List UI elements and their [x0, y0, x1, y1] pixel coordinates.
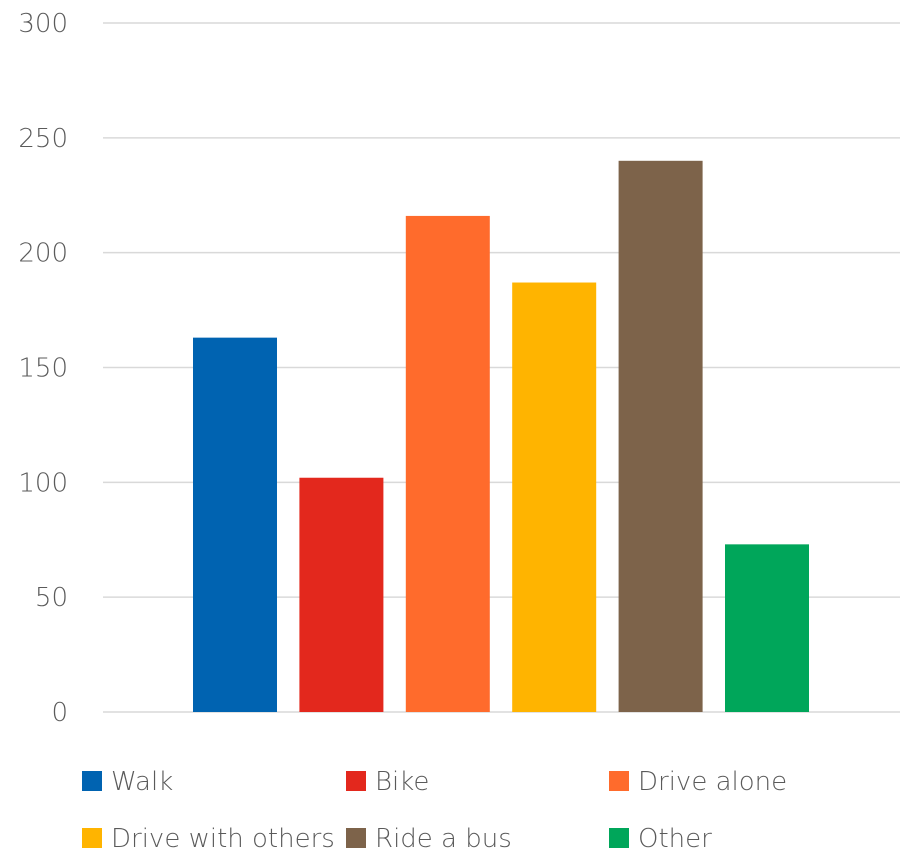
bar-other: [725, 544, 809, 712]
y-tick-label: 50: [35, 583, 68, 613]
bar-drive-with-others: [512, 282, 597, 712]
bars: [193, 160, 809, 713]
legend-label: Other: [638, 824, 712, 852]
bar-drive-alone: [405, 215, 490, 713]
y-tick-label: 150: [18, 354, 68, 384]
legend-item-walk: Walk: [82, 767, 173, 797]
legend-item-ride-a-bus: Ride a bus: [346, 824, 512, 852]
legend-swatch: [82, 828, 102, 848]
legend-item-other: Other: [609, 824, 712, 852]
legend-item-drive-alone: Drive alone: [609, 767, 787, 797]
y-tick-label: 0: [51, 698, 68, 728]
legend-label: Drive alone: [638, 767, 787, 797]
y-tick-label: 100: [18, 468, 68, 498]
legend-swatch: [82, 771, 102, 791]
y-axis-tick-labels: 0 50 100 150 200 250 300: [18, 9, 68, 728]
bar-walk: [193, 337, 277, 712]
legend-swatch: [609, 771, 629, 791]
legend-item-bike: Bike: [346, 767, 429, 797]
bar-ride-a-bus: [618, 160, 703, 713]
legend-swatch: [609, 828, 629, 848]
legend-item-drive-with-others: Drive with others: [82, 824, 335, 852]
legend-label: Bike: [375, 767, 429, 797]
legend: Walk Bike Drive alone Drive with others Ride…: [82, 767, 787, 852]
legend-label: Drive with others: [111, 824, 335, 852]
legend-swatch: [346, 771, 366, 791]
bar-bike: [299, 477, 384, 712]
y-tick-label: 300: [18, 9, 68, 39]
y-tick-label: 200: [18, 239, 68, 269]
legend-label: Ride a bus: [375, 824, 512, 852]
legend-label: Walk: [111, 767, 173, 797]
y-tick-label: 250: [18, 124, 68, 154]
legend-swatch: [346, 828, 366, 848]
